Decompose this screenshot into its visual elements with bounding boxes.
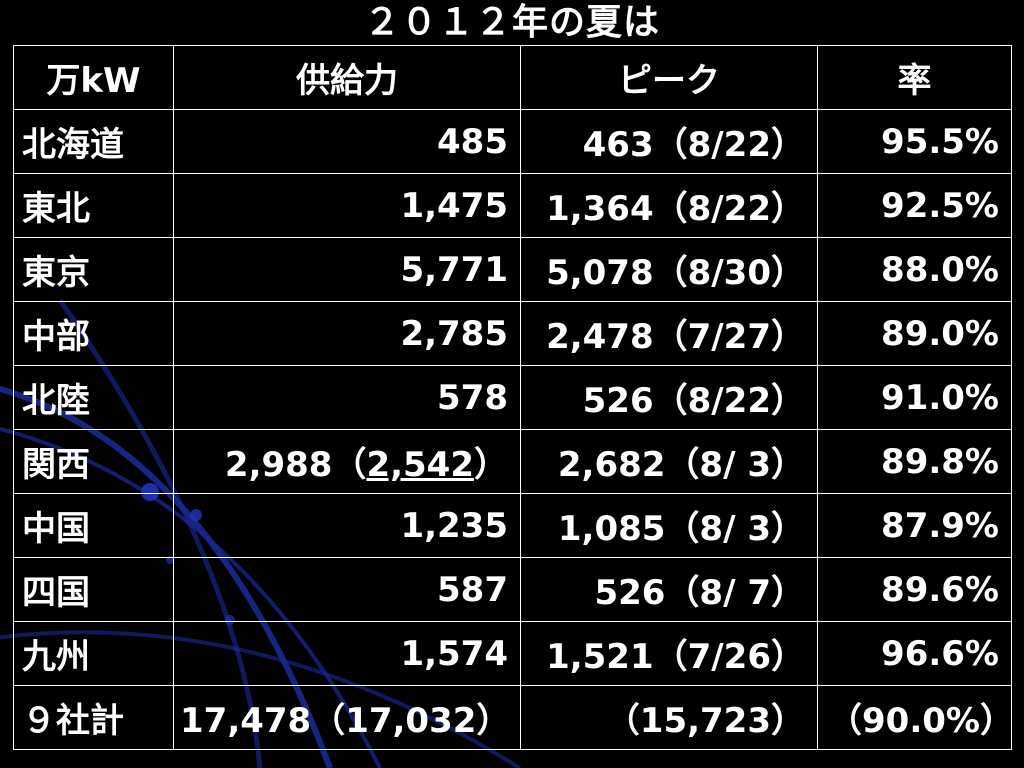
- supply-demand-table: 万kW 供給力 ピーク 率 北海道 485 463（8/22） 95.5% 東北…: [13, 45, 1012, 750]
- peak-cell: 1,521（7/26）: [520, 621, 818, 686]
- peak-cell: 1,085（8/ 3）: [520, 493, 818, 558]
- supply-cell: 587: [173, 557, 521, 622]
- header-unit: 万kW: [13, 45, 174, 110]
- region-cell: 九州: [13, 621, 174, 686]
- supply-close-paren: ）: [474, 445, 508, 485]
- region-cell: 中国: [13, 493, 174, 558]
- header-rate: 率: [817, 45, 1012, 110]
- rate-cell: 96.6%: [817, 621, 1012, 686]
- supply-cell: 1,475: [173, 173, 521, 238]
- supply-demand-table-container: 万kW 供給力 ピーク 率 北海道 485 463（8/22） 95.5% 東北…: [13, 45, 1012, 750]
- table-row: 東北 1,475 1,364（8/22） 92.5%: [13, 173, 1012, 238]
- region-cell: 北陸: [13, 365, 174, 430]
- rate-cell: 95.5%: [817, 109, 1012, 174]
- supply-cell: 1,235: [173, 493, 521, 558]
- table-row: 四国 587 526（8/ 7） 89.6%: [13, 557, 1012, 622]
- region-cell: 北海道: [13, 109, 174, 174]
- table-row: 関西 2,988（2,542） 2,682（8/ 3） 89.8%: [13, 429, 1012, 494]
- rate-cell: 89.8%: [817, 429, 1012, 494]
- header-peak: ピーク: [520, 45, 818, 110]
- supply-cell: 2,988（2,542）: [173, 429, 521, 494]
- rate-cell: 91.0%: [817, 365, 1012, 430]
- rate-cell: 88.0%: [817, 237, 1012, 302]
- supply-cell: 1,574: [173, 621, 521, 686]
- supply-cell: 485: [173, 109, 521, 174]
- supply-cell: 2,785: [173, 301, 521, 366]
- total-peak-cell: （15,723）: [520, 685, 818, 750]
- total-supply-cell: 17,478（17,032）: [173, 685, 521, 750]
- table-row: 九州 1,574 1,521（7/26） 96.6%: [13, 621, 1012, 686]
- peak-cell: 2,478（7/27）: [520, 301, 818, 366]
- peak-cell: 5,078（8/30）: [520, 237, 818, 302]
- table-row: 東京 5,771 5,078（8/30） 88.0%: [13, 237, 1012, 302]
- table-row: 北海道 485 463（8/22） 95.5%: [13, 109, 1012, 174]
- supply-cell: 5,771: [173, 237, 521, 302]
- region-cell: 関西: [13, 429, 174, 494]
- supply-cell: 578: [173, 365, 521, 430]
- region-cell: 東北: [13, 173, 174, 238]
- peak-cell: 463（8/22）: [520, 109, 818, 174]
- table-header-row: 万kW 供給力 ピーク 率: [13, 45, 1012, 110]
- peak-cell: 1,364（8/22）: [520, 173, 818, 238]
- peak-cell: 526（8/22）: [520, 365, 818, 430]
- supply-main: 2,988（: [224, 445, 367, 485]
- table-row: 北陸 578 526（8/22） 91.0%: [13, 365, 1012, 430]
- total-rate-cell: （90.0%）: [817, 685, 1012, 750]
- rate-cell: 92.5%: [817, 173, 1012, 238]
- peak-cell: 2,682（8/ 3）: [520, 429, 818, 494]
- table-row: 中国 1,235 1,085（8/ 3） 87.9%: [13, 493, 1012, 558]
- rate-cell: 89.0%: [817, 301, 1012, 366]
- table-total-row: ９社計 17,478（17,032） （15,723） （90.0%）: [13, 685, 1012, 750]
- region-cell: 中部: [13, 301, 174, 366]
- table-row: 中部 2,785 2,478（7/27） 89.0%: [13, 301, 1012, 366]
- slide-title: ２０１２年の夏は: [363, 2, 660, 43]
- total-label-cell: ９社計: [13, 685, 174, 750]
- rate-cell: 89.6%: [817, 557, 1012, 622]
- header-supply: 供給力: [173, 45, 521, 110]
- rate-cell: 87.9%: [817, 493, 1012, 558]
- region-cell: 東京: [13, 237, 174, 302]
- peak-cell: 526（8/ 7）: [520, 557, 818, 622]
- region-cell: 四国: [13, 557, 174, 622]
- supply-underlined-value: 2,542: [366, 445, 474, 485]
